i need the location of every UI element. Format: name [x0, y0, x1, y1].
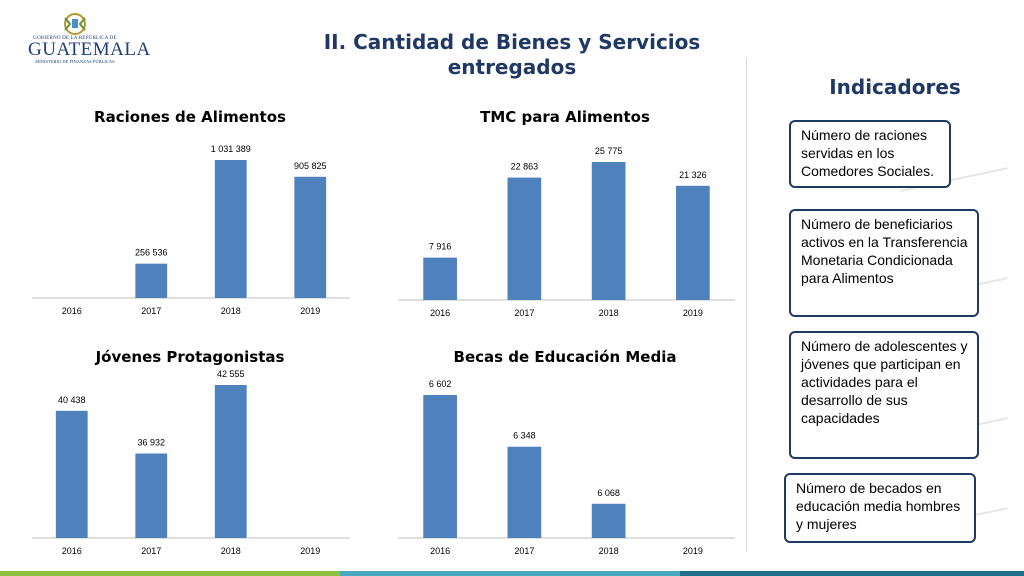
indicator-box-1: Número de raciones servidas en los Comed…: [789, 120, 951, 188]
data-label: 6 602: [429, 379, 452, 389]
logo-sub-text: MINISTERIO DE FINANZAS PÚBLICAS: [35, 59, 115, 64]
indicator-box-2: Número de beneficiarios activos en la Tr…: [789, 209, 979, 317]
x-tick-label: 2017: [141, 306, 161, 316]
chart-title: TMC para Alimentos: [480, 108, 650, 126]
bar: [591, 162, 626, 300]
data-label: 1 031 389: [211, 144, 251, 154]
indicator-box-3: Número de adolescentes y jóvenes que par…: [789, 331, 979, 459]
page-title-line2: entregados: [447, 55, 577, 79]
vertical-divider: [746, 58, 747, 552]
logo-name: GUATEMALA: [28, 39, 151, 60]
bar: [423, 395, 457, 538]
indicator-box-4: Número de becados en educación media hom…: [784, 473, 976, 543]
chart-title: Raciones de Alimentos: [94, 108, 286, 126]
x-tick-label: 2019: [683, 308, 703, 318]
guatemala-logo: GOBIERNO DE LA REPÚBLICA DE GUATEMALA MI…: [28, 10, 151, 74]
chart-title: Becas de Educación Media: [454, 348, 677, 366]
data-label: 36 932: [137, 438, 165, 448]
chart-raciones-alimentos: Raciones de Alimentos 2016 2017 256 536 2018…: [32, 108, 350, 316]
bar: [507, 446, 542, 538]
x-tick-label: 2019: [300, 306, 320, 316]
x-tick-label: 2017: [141, 546, 161, 556]
indicator-text: Número de becados en educación media hom…: [796, 480, 961, 532]
data-label: 42 555: [217, 369, 245, 379]
bar: [294, 176, 327, 298]
x-tick-label: 2018: [221, 546, 241, 556]
bar: [676, 185, 710, 300]
indicator-text: Número de beneficiarios activos en la Tr…: [801, 216, 968, 286]
x-tick-label: 2018: [221, 306, 241, 316]
coat-of-arms-icon: [64, 13, 86, 35]
x-tick-label: 2018: [599, 308, 619, 318]
data-label: 21 326: [679, 170, 707, 180]
bar: [135, 263, 168, 298]
bar: [423, 257, 457, 300]
bar: [214, 385, 247, 538]
bar: [55, 410, 88, 538]
data-label: 905 825: [294, 161, 327, 171]
bottom-bar-segment: [0, 571, 340, 576]
indicator-text: Número de raciones servidas en los Comed…: [801, 127, 935, 179]
x-tick-label: 2017: [514, 308, 534, 318]
indicators-title: Indicadores: [829, 75, 961, 99]
chart-jovenes-protagonistas: Jóvenes Protagonistas 2016 40 438 2017 36 93…: [32, 348, 350, 556]
data-label: 7 916: [429, 242, 452, 252]
chart-tmc-alimentos: TMC para Alimentos 2016 7 916 2017 22 863 201…: [398, 108, 735, 318]
bar: [135, 453, 168, 538]
indicator-text: Número de adolescentes y jóvenes que par…: [801, 338, 968, 426]
page-title-line1: II. Cantidad de Bienes y Servicios: [323, 30, 701, 54]
bottom-bar-segment: [680, 571, 1024, 576]
bottom-color-bar: [0, 571, 1024, 576]
x-tick-label: 2019: [683, 546, 703, 556]
x-tick-label: 2016: [430, 308, 450, 318]
data-label: 6 068: [597, 488, 620, 498]
x-tick-label: 2016: [430, 546, 450, 556]
x-tick-label: 2017: [514, 546, 534, 556]
logo-top-text: GOBIERNO DE LA REPÚBLICA DE: [33, 36, 117, 41]
bar: [214, 160, 247, 298]
data-label: 40 438: [58, 395, 86, 405]
data-label: 256 536: [135, 248, 168, 258]
data-label: 6 348: [513, 431, 536, 441]
x-tick-label: 2018: [599, 546, 619, 556]
page-title: II. Cantidad de Bienes y Servicios entre…: [300, 30, 724, 80]
chart-title: Jóvenes Protagonistas: [95, 348, 285, 366]
data-label: 22 863: [511, 162, 539, 172]
x-tick-label: 2016: [62, 546, 82, 556]
data-label: 25 775: [595, 146, 623, 156]
bottom-bar-segment: [340, 571, 680, 576]
chart-becas-educacion-media: Becas de Educación Media 2016 6 602 2017 6 3…: [398, 348, 735, 556]
bar: [507, 177, 542, 300]
x-tick-label: 2016: [62, 306, 82, 316]
x-tick-label: 2019: [300, 546, 320, 556]
bar: [591, 503, 626, 538]
